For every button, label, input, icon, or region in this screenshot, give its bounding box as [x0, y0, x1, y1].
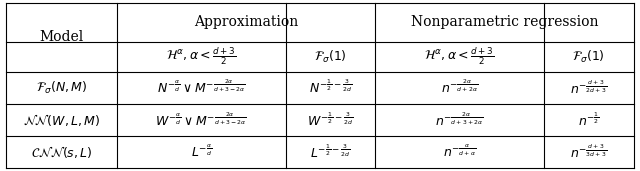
- Text: Approximation: Approximation: [194, 15, 298, 29]
- Text: $n^{-\frac{1}{2}}$: $n^{-\frac{1}{2}}$: [578, 111, 600, 129]
- Text: $\mathcal{C}\mathcal{N}\mathcal{N}(s,L)$: $\mathcal{C}\mathcal{N}\mathcal{N}(s,L)$: [31, 144, 92, 160]
- Text: $\mathcal{H}^\alpha, \alpha < \frac{d+3}{2}$: $\mathcal{H}^\alpha, \alpha < \frac{d+3}…: [166, 46, 236, 68]
- Text: $n^{-\frac{2\alpha}{d+3+2\alpha}}$: $n^{-\frac{2\alpha}{d+3+2\alpha}}$: [435, 111, 484, 129]
- Text: $\mathcal{F}_\sigma(1)$: $\mathcal{F}_\sigma(1)$: [314, 49, 347, 65]
- Text: $n^{-\frac{2\alpha}{d+2\alpha}}$: $n^{-\frac{2\alpha}{d+2\alpha}}$: [441, 79, 478, 96]
- Text: Model: Model: [40, 30, 84, 44]
- Text: $n^{-\frac{d+3}{2d+3}}$: $n^{-\frac{d+3}{2d+3}}$: [570, 79, 607, 97]
- Text: $N^{-\frac{1}{2}-\frac{3}{2d}}$: $N^{-\frac{1}{2}-\frac{3}{2d}}$: [308, 79, 352, 96]
- Text: Nonparametric regression: Nonparametric regression: [411, 15, 598, 29]
- Text: $L^{-\frac{\alpha}{d}}$: $L^{-\frac{\alpha}{d}}$: [191, 144, 212, 160]
- Text: $N^{-\frac{\alpha}{d}} \vee M^{-\frac{2\alpha}{d+3-2\alpha}}$: $N^{-\frac{\alpha}{d}} \vee M^{-\frac{2\…: [157, 79, 246, 96]
- Text: $n^{-\frac{d+3}{3d+3}}$: $n^{-\frac{d+3}{3d+3}}$: [570, 143, 607, 161]
- Text: $\mathcal{N}\mathcal{N}(W,L,M)$: $\mathcal{N}\mathcal{N}(W,L,M)$: [23, 112, 100, 128]
- Text: $\mathcal{H}^\alpha, \alpha < \frac{d+3}{2}$: $\mathcal{H}^\alpha, \alpha < \frac{d+3}…: [424, 46, 495, 68]
- Text: $n^{-\frac{\alpha}{d+\alpha}}$: $n^{-\frac{\alpha}{d+\alpha}}$: [443, 144, 476, 160]
- Text: $\mathcal{F}_\sigma(N,M)$: $\mathcal{F}_\sigma(N,M)$: [36, 80, 87, 96]
- Text: $W^{-\frac{\alpha}{d}} \vee M^{-\frac{2\alpha}{d+3-2\alpha}}$: $W^{-\frac{\alpha}{d}} \vee M^{-\frac{2\…: [156, 111, 247, 129]
- Text: $L^{-\frac{1}{2}-\frac{3}{2d}}$: $L^{-\frac{1}{2}-\frac{3}{2d}}$: [310, 144, 351, 161]
- Text: $W^{-\frac{1}{2}-\frac{3}{2d}}$: $W^{-\frac{1}{2}-\frac{3}{2d}}$: [307, 111, 353, 129]
- Text: $\mathcal{F}_\sigma(1)$: $\mathcal{F}_\sigma(1)$: [572, 49, 605, 65]
